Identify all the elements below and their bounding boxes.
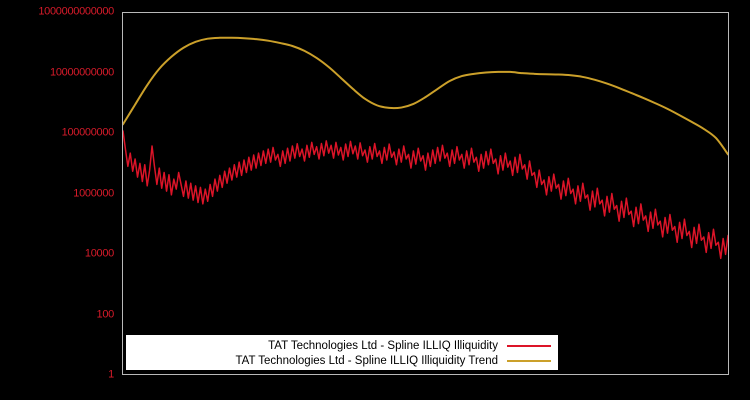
series-line-illiquidity — [123, 130, 728, 260]
y-tick-label: 1000000 — [73, 187, 114, 199]
series-canvas — [123, 36, 728, 260]
y-tick-label: 100000000 — [61, 126, 115, 139]
y-tick-label: 10000000000 — [50, 66, 114, 78]
legend-label-illiquidity: TAT Technologies Ltd - Spline ILLIQ Illi… — [268, 339, 498, 352]
legend-entry-illiquidity: TAT Technologies Ltd - Spline ILLIQ Illi… — [127, 338, 551, 353]
legend-label-trend: TAT Technologies Ltd - Spline ILLIQ Illi… — [235, 354, 498, 367]
legend: TAT Technologies Ltd - Spline ILLIQ Illi… — [126, 335, 558, 370]
y-tick-label: 1 — [108, 368, 114, 381]
legend-entry-trend: TAT Technologies Ltd - Spline ILLIQ Illi… — [127, 353, 551, 368]
y-tick-label: 10000 — [84, 247, 114, 260]
y-axis: 1 100 10000 1000000 100000000 10000000000 1000… — [0, 0, 122, 400]
y-tick-label: 1000000000000 — [38, 5, 114, 18]
legend-swatch-illiquidity — [507, 344, 551, 347]
series-line-trend — [123, 36, 728, 156]
y-tick-label: 100 — [96, 308, 115, 320]
plot-area — [122, 12, 729, 375]
legend-swatch-trend — [507, 359, 551, 362]
